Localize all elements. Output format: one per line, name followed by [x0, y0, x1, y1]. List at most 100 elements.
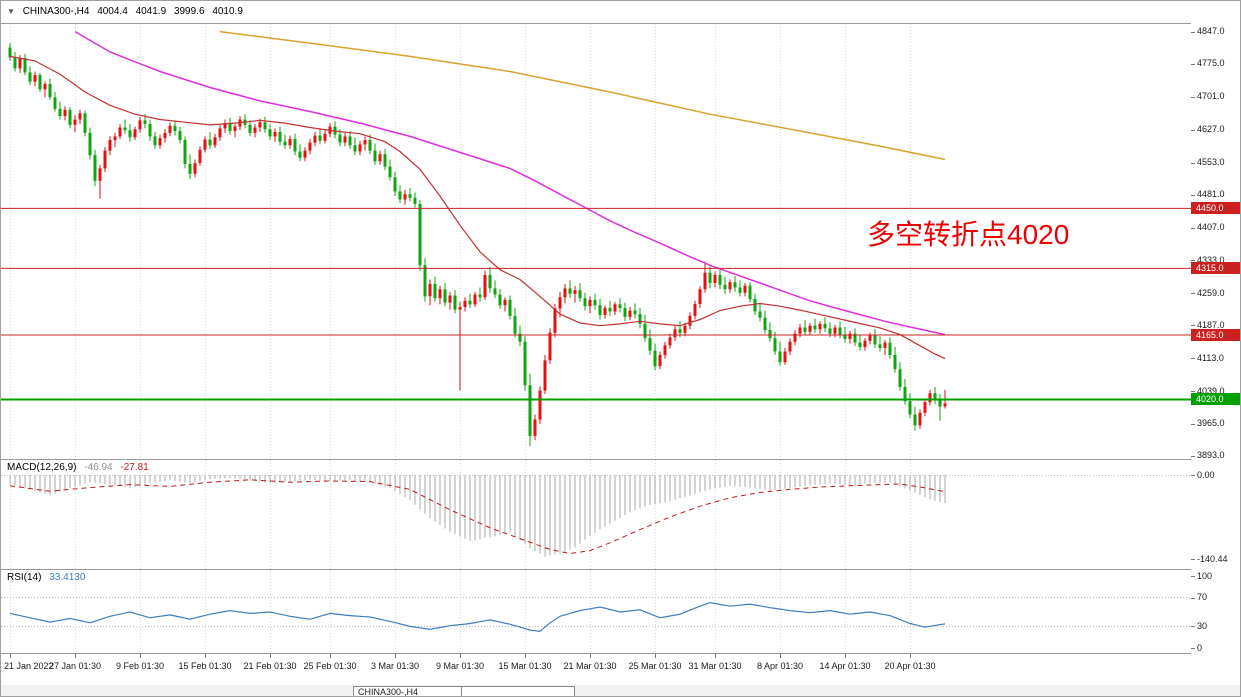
time-axis[interactable]: 21 Jan 2022 27 Jan 01:30 9 Feb 01:30 15 Feb… [1, 654, 1191, 684]
macd-histogram [9, 475, 946, 557]
price-tick-label: 4775.0 [1197, 58, 1225, 68]
price-tick-mark [1191, 391, 1195, 392]
time-tick-mark [270, 654, 271, 658]
time-tick-mark [330, 654, 331, 658]
time-tick-label: 25 Feb 01:30 [303, 661, 357, 671]
price-tick-label: 3893.0 [1197, 450, 1225, 460]
time-tick-label: 8 Apr 01:30 [756, 661, 804, 671]
price-tick-label: 4701.0 [1197, 91, 1225, 101]
time-tick-label: 9 Feb 01:30 [115, 661, 165, 671]
grid-lines [10, 24, 911, 459]
ma-mid-magenta [74, 30, 946, 336]
macd-tick-mark [1191, 559, 1195, 560]
price-tick-mark [1191, 325, 1195, 326]
chart-tab[interactable] [461, 686, 575, 696]
candles-group [8, 43, 947, 447]
price-tick-label: 4553.0 [1197, 157, 1225, 167]
symbol-timeframe-label: CHINA300-,H4 [22, 6, 90, 17]
macd-axis-label: 0.00 [1197, 470, 1215, 480]
time-tick-label: 21 Mar 01:30 [563, 661, 617, 671]
rsi-axis-label: 70 [1197, 592, 1208, 602]
time-tick-mark [845, 654, 846, 658]
panel-separator[interactable] [1, 569, 1240, 570]
price-level-badge: 4165.0 [1191, 329, 1240, 341]
price-tick-mark [1191, 293, 1195, 294]
rsi-tick-mark [1191, 576, 1195, 577]
moving-averages-group [9, 30, 946, 360]
rsi-grid [1, 570, 1191, 653]
time-tick-mark [395, 654, 396, 658]
panel-separator[interactable] [1, 459, 1240, 460]
ohlc-open: 4004.4 [97, 6, 128, 17]
time-tick-mark [460, 654, 461, 658]
macd-name: MACD(12,26,9) [7, 462, 77, 473]
price-tick-mark [1191, 228, 1195, 229]
rsi-tick-mark [1191, 626, 1195, 627]
rsi-name: RSI(14) [7, 572, 42, 583]
rsi-tick-mark [1191, 648, 1195, 649]
rsi-tick-mark [1191, 598, 1195, 599]
price-tick-mark [1191, 97, 1195, 98]
macd-axis-label: -140.44 [1197, 554, 1228, 564]
bottom-tab-bar: CHINA300-,H4 [1, 685, 1240, 696]
time-tick-mark [910, 654, 911, 658]
macd-value-main: -46.94 [84, 462, 113, 473]
macd-label: MACD(12,26,9) -46.94 -27.81 [7, 462, 154, 473]
time-tick-mark [525, 654, 526, 658]
price-tick-label: 4333.0 [1197, 255, 1225, 265]
panel-separator[interactable] [1, 23, 1240, 24]
time-tick-mark [205, 654, 206, 658]
price-tick-label: 4481.0 [1197, 189, 1225, 199]
price-tick-mark [1191, 163, 1195, 164]
time-tick-mark [140, 654, 141, 658]
time-tick-label: 14 Apr 01:30 [819, 661, 871, 671]
ohlc-close: 4010.9 [212, 6, 243, 17]
price-tick-mark [1191, 456, 1195, 457]
time-tick-label: 27 Jan 01:30 [48, 661, 102, 671]
panel-separator[interactable] [1, 653, 1240, 654]
price-tick-label: 4039.0 [1197, 386, 1225, 396]
macd-signal-line [9, 479, 946, 555]
price-tick-label: 4407.0 [1197, 222, 1225, 232]
rsi-label: RSI(14) 33.4130 [7, 572, 90, 583]
time-tick-mark [780, 654, 781, 658]
rsi-axis-label: 100 [1197, 571, 1213, 581]
time-tick-label: 9 Mar 01:30 [435, 661, 485, 671]
price-level-badge: 4315.0 [1191, 262, 1240, 274]
time-tick-mark [10, 654, 11, 658]
time-tick-label: 15 Feb 01:30 [178, 661, 232, 671]
ma-fast-red [9, 55, 946, 360]
ohlc-low: 3999.6 [173, 6, 205, 17]
price-tick-label: 4847.0 [1197, 26, 1225, 36]
price-axis[interactable]: 4847.0 4775.0 4701.0 4627.0 4553.0 4481.0 4407… [1191, 1, 1240, 684]
time-tick-mark [715, 654, 716, 658]
price-level-badge: 4020.0 [1191, 393, 1240, 405]
rsi-line [9, 601, 946, 633]
time-tick-label: 20 Apr 01:30 [884, 661, 936, 671]
price-tick-mark [1191, 260, 1195, 261]
price-tick-label: 3965.0 [1197, 418, 1225, 428]
price-tick-label: 4113.0 [1197, 353, 1224, 363]
chevron-down-icon[interactable]: ▼ [7, 7, 15, 16]
macd-panel-canvas[interactable] [1, 460, 1191, 569]
rsi-panel-canvas[interactable] [1, 570, 1191, 653]
main-chart-canvas[interactable] [1, 24, 1191, 459]
price-level-badge: 4450.0 [1191, 202, 1240, 214]
macd-tick-mark [1191, 475, 1195, 476]
price-tick-mark [1191, 64, 1195, 65]
price-tick-label: 4259.0 [1197, 288, 1225, 298]
chart-header: ▼ CHINA300-,H4 4004.4 4041.9 3999.6 4010… [7, 6, 248, 17]
chart-tab[interactable]: CHINA300-,H4 [353, 686, 467, 696]
macd-value-signal: -27.81 [120, 462, 149, 473]
price-tick-label: 4627.0 [1197, 124, 1225, 134]
horizontal-levels-group[interactable] [1, 207, 1191, 401]
time-tick-label: 25 Mar 01:30 [628, 661, 682, 671]
price-tick-mark [1191, 32, 1195, 33]
time-tick-label: 21 Feb 01:30 [243, 661, 297, 671]
time-tick-mark [75, 654, 76, 658]
rsi-axis-label: 0 [1197, 643, 1203, 653]
annotation-text: 多空转折点4020 [867, 219, 1070, 250]
time-tick-mark [655, 654, 656, 658]
ma-slow-orange [219, 30, 946, 161]
